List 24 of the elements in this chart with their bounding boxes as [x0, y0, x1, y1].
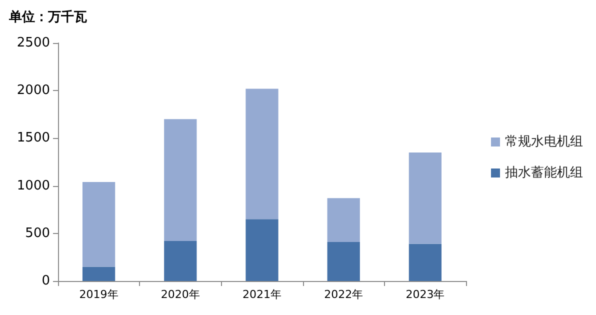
legend-label: 抽水蓄能机组 — [505, 166, 583, 180]
x-tick-label: 2020年 — [160, 288, 200, 301]
bar — [164, 119, 197, 242]
bar — [246, 88, 278, 220]
bar — [246, 219, 278, 281]
bar — [408, 244, 442, 281]
y-tick-label: 1000 — [16, 178, 50, 194]
legend-label: 常规水电机组 — [505, 134, 583, 150]
bar — [408, 152, 442, 244]
x-tick-label: 2022年 — [324, 288, 364, 301]
bar — [327, 242, 360, 281]
y-tick-label: 0 — [42, 274, 50, 288]
y-tick-label: 2500 — [16, 36, 50, 50]
y-axis-title: 单位：万千瓦 — [8, 9, 87, 25]
y-tick-label: 500 — [25, 226, 50, 241]
x-tick-label: 2021年 — [242, 288, 282, 301]
bar — [82, 182, 116, 267]
bar — [327, 198, 360, 242]
y-tick-label: 2000 — [16, 83, 50, 98]
x-tick-label: 2019年 — [79, 288, 118, 301]
x-tick-label: 2023年 — [406, 288, 445, 301]
y-tick-label: 1500 — [16, 130, 50, 146]
bar — [82, 266, 116, 281]
bar — [164, 241, 197, 281]
